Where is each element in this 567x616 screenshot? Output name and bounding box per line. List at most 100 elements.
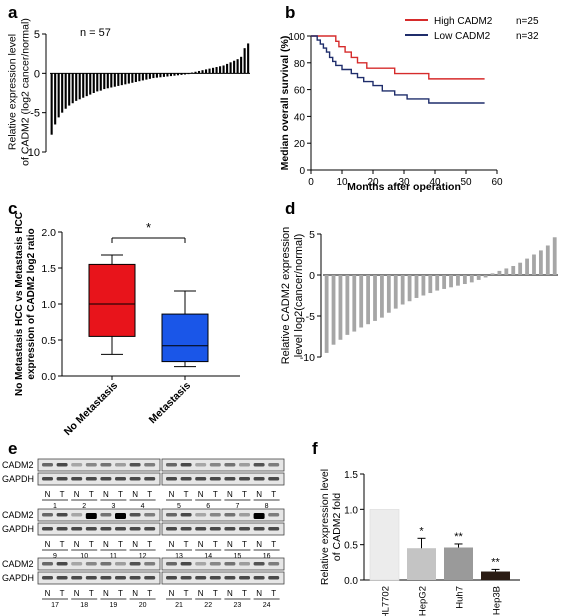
blot-band — [224, 576, 236, 580]
sample-number: 14 — [204, 553, 212, 560]
lane-label: T — [147, 490, 152, 499]
blot-row-label: GAPDH — [2, 524, 34, 534]
blot-row-label: CADM2 — [2, 460, 34, 470]
blot-band — [209, 513, 221, 517]
y-tick-label: 1.0 — [344, 505, 358, 516]
panel-d-bar-chart: -10 -5 0 5 Relative CADM2 expressionlevel lo… — [280, 227, 558, 365]
blot-band — [195, 513, 207, 517]
blot-band — [180, 562, 192, 566]
bar — [511, 265, 516, 275]
significance-marker: * — [419, 525, 424, 537]
bar — [148, 73, 151, 79]
bar — [476, 275, 481, 280]
bar — [92, 73, 95, 93]
bar — [442, 275, 447, 289]
sample-number: 9 — [53, 553, 57, 560]
blot-band — [144, 527, 156, 531]
y-tick-label: 1.0 — [41, 299, 56, 311]
sample-number: 15 — [234, 553, 242, 560]
y-tick-label: 1.5 — [344, 470, 358, 481]
lane-label: N — [227, 490, 233, 499]
bar — [352, 275, 357, 332]
lane-label: T — [60, 589, 65, 598]
blot-band — [71, 477, 83, 481]
lane-label: N — [227, 589, 233, 598]
significance-marker: ** — [491, 556, 500, 568]
blot-band — [209, 463, 221, 467]
bar — [152, 73, 155, 79]
bar — [421, 275, 426, 296]
blot-band — [224, 477, 236, 481]
bar — [366, 275, 370, 325]
blot-band — [253, 527, 265, 531]
bar — [222, 65, 225, 74]
legend-n: n=32 — [516, 31, 539, 42]
x-tick-label: 20 — [367, 177, 379, 188]
blot-band — [129, 576, 141, 580]
y-tick-label: -10 — [300, 352, 315, 364]
lane-label: T — [184, 589, 189, 598]
panel-label-f: f — [312, 439, 318, 458]
blot-band — [100, 576, 112, 580]
x-tick-label: HL7702 — [381, 586, 392, 616]
bar — [103, 73, 106, 90]
y-axis-label: Relative expression levelof CADM2 (log2 … — [7, 18, 32, 166]
bar — [138, 73, 141, 82]
bar — [414, 275, 419, 298]
bar — [64, 73, 67, 109]
y-tick-label: 0.5 — [344, 541, 358, 552]
x-tick-label: Hep3B — [492, 586, 503, 615]
bar — [82, 73, 85, 98]
bar — [78, 73, 81, 100]
sample-number: 12 — [139, 553, 147, 560]
y-tick-label: 0 — [299, 166, 305, 177]
blot-band — [224, 562, 236, 566]
sample-number: 13 — [175, 553, 183, 560]
blot-band — [56, 527, 68, 531]
bar — [194, 71, 197, 74]
blot-band — [239, 463, 250, 467]
sample-number: 4 — [141, 503, 145, 510]
y-tick-label: -5 — [30, 108, 40, 120]
y-axis-label-line: Relative CADM2 expression — [280, 227, 292, 365]
sample-number: 1 — [53, 503, 57, 510]
y-tick-label: 5 — [309, 229, 315, 241]
blot-band — [42, 477, 53, 481]
blot-band — [129, 513, 141, 517]
bar — [504, 268, 509, 275]
bar — [497, 270, 502, 275]
lane-label: N — [169, 589, 175, 598]
lane-label: T — [271, 589, 276, 598]
blot-band — [268, 576, 280, 580]
bar — [57, 73, 60, 118]
bar — [243, 48, 246, 74]
blot-band — [100, 513, 112, 517]
blot-row-label: CADM2 — [2, 559, 34, 569]
x-tick-label: 10 — [336, 177, 348, 188]
blot-band — [42, 562, 53, 566]
blot-band — [144, 463, 156, 467]
blot-band — [268, 527, 280, 531]
lane-label: T — [60, 490, 65, 499]
sample-number: 21 — [175, 602, 183, 609]
blot-band — [56, 477, 68, 481]
y-tick-label: 40 — [294, 112, 306, 123]
blot-row-label: CADM2 — [2, 510, 34, 520]
box-metastasis — [161, 313, 209, 363]
blot-row-label: GAPDH — [2, 474, 34, 484]
bar — [106, 73, 109, 89]
panel-f-bar-chart: 0.0 0.5 1.0 1.5 HL7702 * HepG2 ** Huh7 ** Hep3B Rel… — [319, 469, 520, 616]
blot-strip-cadm2 — [161, 557, 285, 571]
bar — [50, 73, 53, 135]
blot-band — [56, 562, 68, 566]
blot-band — [239, 527, 250, 531]
blot-band — [166, 513, 177, 517]
bar-hepg2 — [407, 548, 436, 580]
blot-band — [166, 562, 177, 566]
bar — [469, 275, 474, 283]
x-tick-label: 60 — [491, 177, 503, 188]
blot-band — [71, 576, 83, 580]
x-tick-label: No Metastasis — [62, 380, 121, 439]
